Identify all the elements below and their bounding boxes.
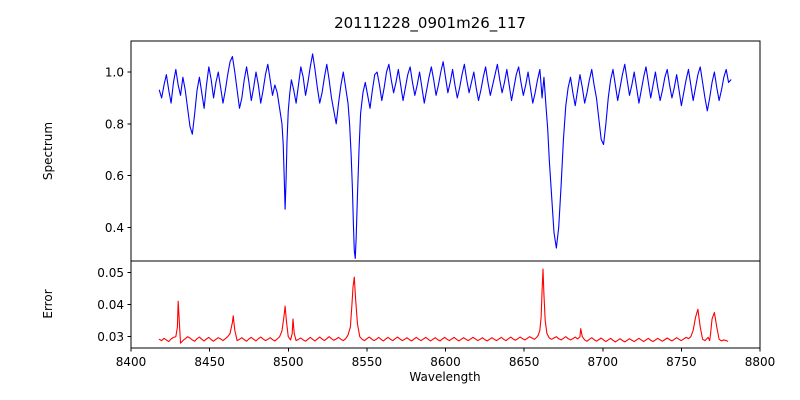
x-tick-label: 8650 [509, 355, 540, 369]
y-tick-label: 0.04 [97, 298, 124, 312]
error-x-ticks: 8400 8450 8500 8550 8600 8650 8700 8750 8800 [116, 348, 776, 369]
x-tick-label: 8800 [745, 355, 776, 369]
error-y-ticks: 0.03 0.04 0.05 [97, 266, 131, 344]
x-tick-label: 8700 [587, 355, 618, 369]
y-tick-label: 0.6 [105, 169, 124, 183]
error-panel: 0.03 0.04 0.05 8400 8450 8500 8550 8600 8650 870… [41, 260, 776, 384]
x-tick-label: 8500 [273, 355, 304, 369]
y-tick-label: 1.0 [105, 66, 124, 80]
y-tick-label: 0.4 [105, 221, 124, 235]
error-axes-frame [130, 260, 761, 349]
x-tick-label: 8550 [352, 355, 383, 369]
error-y-axis-label: Error [41, 289, 55, 318]
y-tick-label: 0.8 [105, 117, 124, 131]
spectrum-panel: 0.4 0.6 0.8 1.0 Spectrum [41, 40, 761, 265]
spectrum-data-line [158, 53, 732, 259]
spectrum-y-axis-label: Spectrum [41, 122, 55, 180]
spectrum-y-ticks: 0.4 0.6 0.8 1.0 [105, 66, 131, 235]
x-tick-label: 8400 [116, 355, 147, 369]
y-tick-label: 0.05 [97, 266, 124, 280]
page-title: 20111228_0901m26_117 [334, 14, 526, 33]
x-tick-label: 8750 [666, 355, 697, 369]
y-tick-label: 0.03 [97, 330, 124, 344]
x-tick-label: 8450 [194, 355, 225, 369]
x-axis-label: Wavelength [409, 370, 480, 384]
error-plot-area [131, 261, 760, 348]
error-data-line [158, 268, 729, 344]
x-tick-label: 8600 [430, 355, 461, 369]
